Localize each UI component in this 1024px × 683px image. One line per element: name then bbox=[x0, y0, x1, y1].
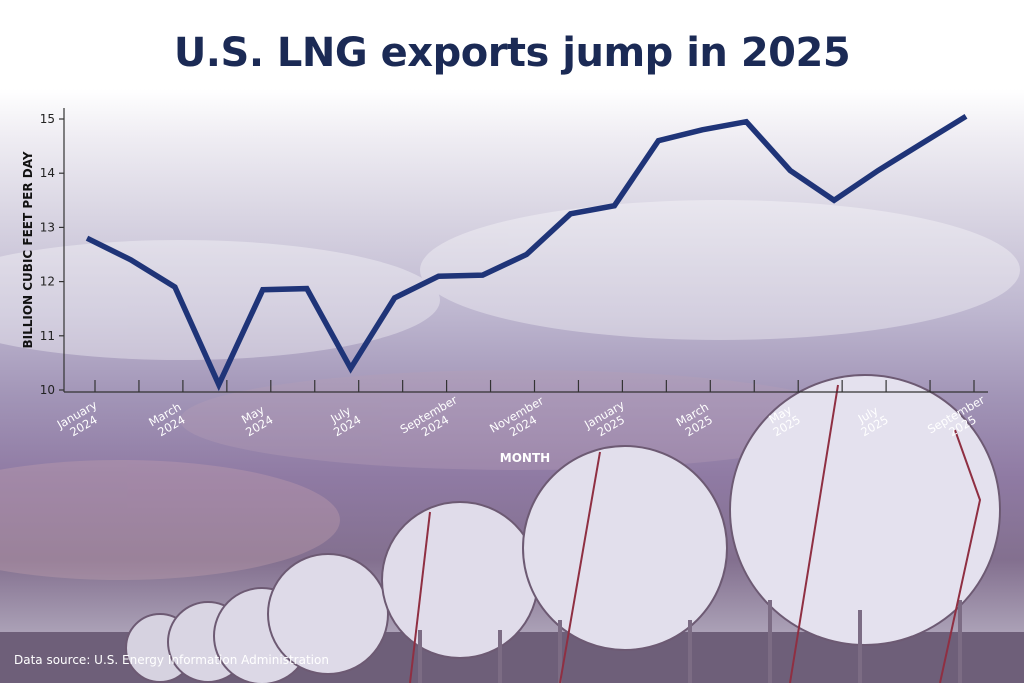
y-tick-label: 10 bbox=[40, 383, 55, 397]
y-tick-label: 14 bbox=[40, 166, 55, 180]
tank-supports bbox=[418, 600, 962, 683]
series-line-0 bbox=[85, 113, 968, 392]
clouds bbox=[0, 200, 1020, 580]
y-axis: 10 11 12 13 14 15 bbox=[40, 108, 65, 397]
x-axis-title: MONTH bbox=[500, 451, 550, 465]
chart-title: U.S. LNG exports jump in 2025 bbox=[173, 30, 851, 76]
y-tick-label: 13 bbox=[40, 220, 55, 234]
stairways bbox=[409, 384, 982, 683]
y-tick-label: 11 bbox=[40, 329, 55, 343]
data-source-note: Data source: U.S. Energy Information Adm… bbox=[14, 653, 329, 667]
y-tick-label: 12 bbox=[40, 275, 55, 289]
y-tick-label: 15 bbox=[40, 112, 55, 126]
series-lines bbox=[85, 113, 968, 392]
y-axis-title: BILLION CUBIC FEET PER DAY bbox=[21, 151, 35, 348]
storage-tanks bbox=[125, 374, 1001, 683]
